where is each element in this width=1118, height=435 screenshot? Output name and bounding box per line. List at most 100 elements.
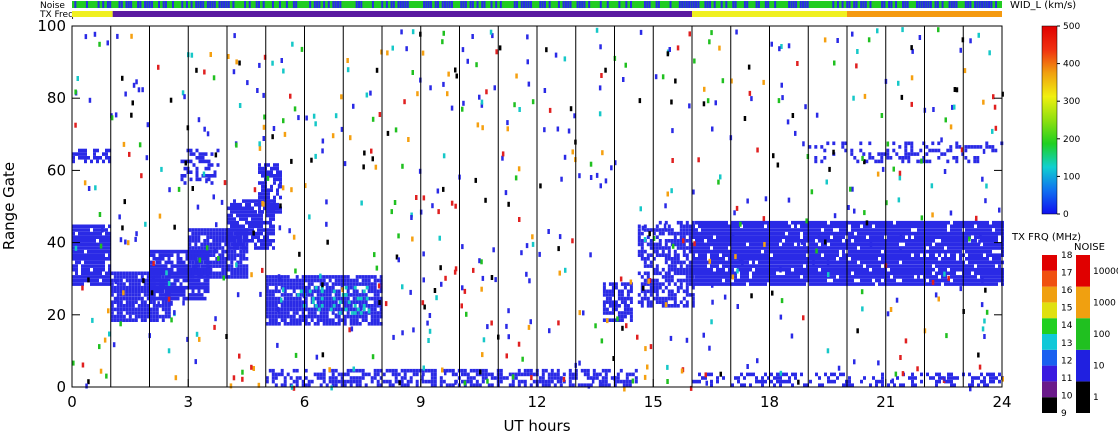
range-cell (105, 275, 108, 279)
range-cell (794, 235, 797, 239)
range-cell (974, 235, 977, 239)
range-cell (640, 246, 644, 250)
range-cell (710, 260, 713, 265)
range-cell (134, 289, 138, 294)
range-cell (682, 253, 686, 257)
range-cell (221, 239, 225, 243)
range-cell (695, 271, 698, 276)
range-cell (956, 220, 959, 225)
range-cell (965, 220, 968, 225)
range-cell (725, 264, 728, 268)
range-cell (403, 368, 407, 373)
txfreq-strip-segment (72, 11, 113, 17)
range-cell (971, 228, 974, 232)
range-cell (959, 231, 962, 236)
range-cell (692, 271, 695, 276)
range-cell (758, 257, 761, 261)
range-cell (764, 264, 767, 268)
range-cell (857, 271, 860, 276)
range-cell (359, 311, 363, 315)
range-cell (541, 379, 545, 384)
range-cell (352, 278, 356, 283)
range-cell (896, 235, 899, 239)
range-cell (764, 379, 767, 384)
range-cell (902, 246, 905, 250)
range-cell (824, 249, 827, 254)
range-cell (629, 289, 633, 294)
range-cell (866, 249, 869, 254)
range-cell (215, 246, 219, 250)
range-cell (851, 224, 854, 229)
range-cell (649, 282, 653, 286)
range-cell (676, 242, 680, 247)
range-cell (685, 257, 689, 261)
scatter-echo (266, 175, 270, 181)
range-cell (152, 267, 156, 272)
range-cell (176, 264, 180, 268)
range-cell (260, 242, 263, 247)
range-cell (283, 311, 287, 315)
range-cell (274, 304, 278, 308)
range-cell (980, 372, 983, 377)
range-cell (785, 275, 788, 279)
range-cell (328, 379, 332, 384)
range-cell (823, 148, 827, 153)
range-cell (971, 379, 974, 384)
range-cell (547, 376, 551, 380)
range-cell (307, 293, 311, 297)
noise-strip-tick (171, 1, 174, 8)
range-cell (155, 257, 159, 261)
range-cell (929, 228, 932, 232)
range-cell (230, 264, 234, 268)
range-cell (273, 202, 276, 207)
range-cell (655, 300, 659, 304)
range-cell (944, 235, 947, 239)
range-cell (310, 379, 314, 384)
range-cell (245, 228, 248, 232)
range-cell (191, 228, 195, 232)
range-cell (415, 372, 419, 377)
range-cell (770, 220, 773, 225)
scatter-echo (184, 160, 187, 166)
range-cell (725, 242, 728, 247)
range-cell (722, 253, 725, 257)
range-cell (81, 224, 84, 229)
range-cell (725, 231, 728, 236)
range-cell (788, 228, 791, 232)
range-cell (176, 278, 180, 283)
range-cell (298, 314, 302, 319)
range-cell (267, 174, 270, 178)
range-cell (637, 293, 641, 297)
scatter-echo (262, 136, 265, 141)
range-cell (72, 159, 75, 164)
range-cell (833, 379, 836, 384)
range-cell (81, 239, 84, 243)
range-cell (212, 271, 216, 276)
range-cell (893, 253, 896, 257)
range-cell (860, 249, 863, 254)
scatter-echo (98, 212, 102, 217)
range-cell (902, 260, 905, 265)
range-cell (710, 253, 713, 257)
range-cell (370, 307, 374, 312)
range-cell (869, 249, 872, 254)
range-cell (176, 249, 180, 254)
range-cell (725, 253, 728, 257)
range-cell (78, 249, 81, 254)
range-cell (938, 228, 941, 232)
range-cell (292, 314, 296, 319)
noise-strip-tick (725, 1, 728, 8)
range-cell (848, 239, 851, 243)
range-cell (239, 235, 242, 239)
range-cell (81, 246, 84, 250)
range-cell (755, 228, 758, 232)
range-cell (652, 257, 656, 261)
range-cell (692, 224, 695, 229)
range-cell (704, 260, 707, 265)
range-cell (827, 231, 830, 236)
noise-strip-tick (404, 1, 407, 8)
noise-strip-tick (657, 1, 660, 8)
range-cell (90, 249, 93, 254)
range-cell (344, 285, 348, 290)
range-cell (102, 260, 105, 265)
